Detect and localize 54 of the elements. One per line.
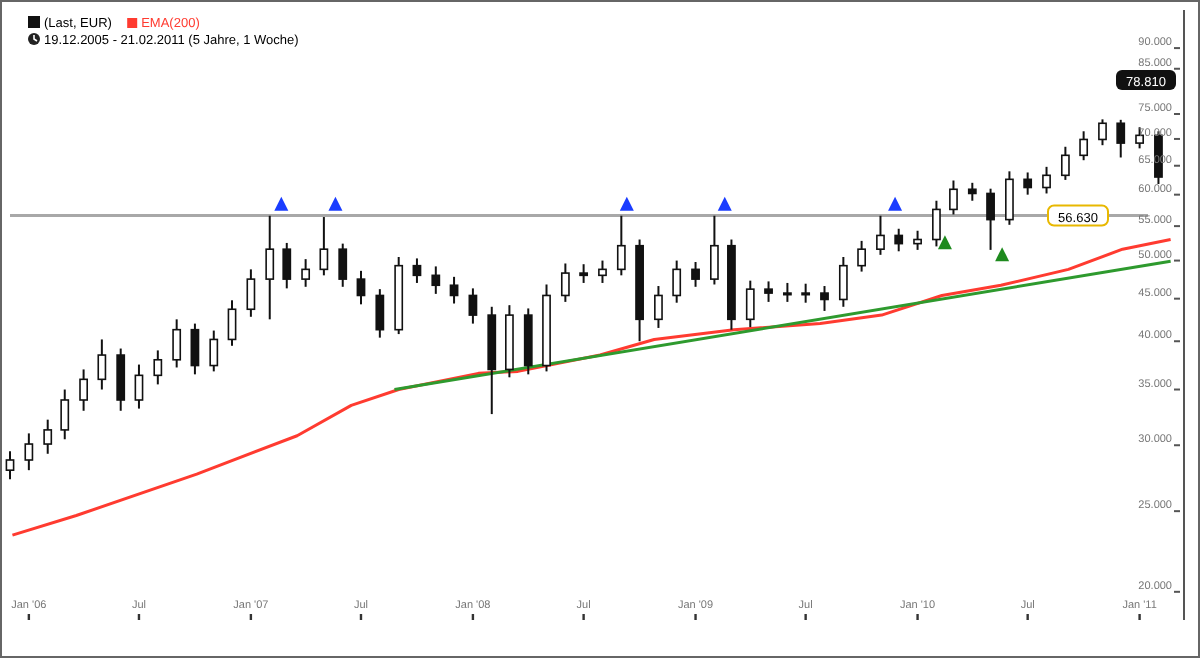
candlestick [560, 262, 570, 303]
candlestick [801, 282, 811, 304]
candlestick [134, 363, 144, 410]
candlestick [282, 241, 292, 290]
candlestick [764, 280, 773, 303]
candlestick [654, 285, 663, 329]
candlestick [79, 368, 88, 412]
candlestick [172, 318, 182, 369]
candlestick [1116, 118, 1126, 159]
candlestick [43, 418, 53, 455]
candlestick [1005, 170, 1014, 226]
candlestick [116, 347, 126, 412]
candlestick [876, 214, 885, 256]
candlestick [745, 279, 755, 329]
candlestick [1079, 130, 1089, 162]
candlestick [710, 214, 719, 286]
candlestick [894, 227, 904, 253]
candlestick [820, 285, 829, 312]
candlestick [153, 349, 163, 386]
candlestick [246, 268, 256, 318]
candlestick [356, 269, 366, 306]
candlestick [190, 322, 200, 376]
candlestick [301, 258, 311, 288]
candlestick [468, 287, 478, 325]
candlestick [24, 432, 34, 472]
candlestick [412, 257, 422, 284]
candlestick [672, 259, 682, 304]
candlestick [838, 255, 848, 308]
candlestick [449, 275, 459, 305]
line-series [10, 238, 1173, 537]
candlestick [616, 214, 626, 277]
candlestick [986, 187, 995, 251]
candlestick [949, 179, 958, 216]
candlestick [932, 199, 941, 248]
candlestick [338, 242, 348, 288]
candlestick [375, 288, 385, 339]
candlestick [60, 388, 70, 441]
candlestick [209, 329, 219, 373]
candlestick [857, 239, 867, 273]
candlestick [97, 338, 107, 391]
candlestick [691, 261, 700, 288]
candlestick [913, 229, 922, 251]
candlestick [431, 265, 441, 295]
candlestick [319, 216, 329, 277]
candlestick [1060, 145, 1070, 181]
candlestick [1042, 165, 1051, 195]
candlestick [227, 299, 237, 347]
candlestick [1023, 171, 1033, 196]
candlestick [5, 450, 15, 481]
candlestick [598, 259, 607, 284]
candlestick [782, 281, 792, 303]
candlestick [265, 214, 275, 321]
candlestick [1098, 118, 1107, 147]
candlestick [579, 263, 589, 284]
